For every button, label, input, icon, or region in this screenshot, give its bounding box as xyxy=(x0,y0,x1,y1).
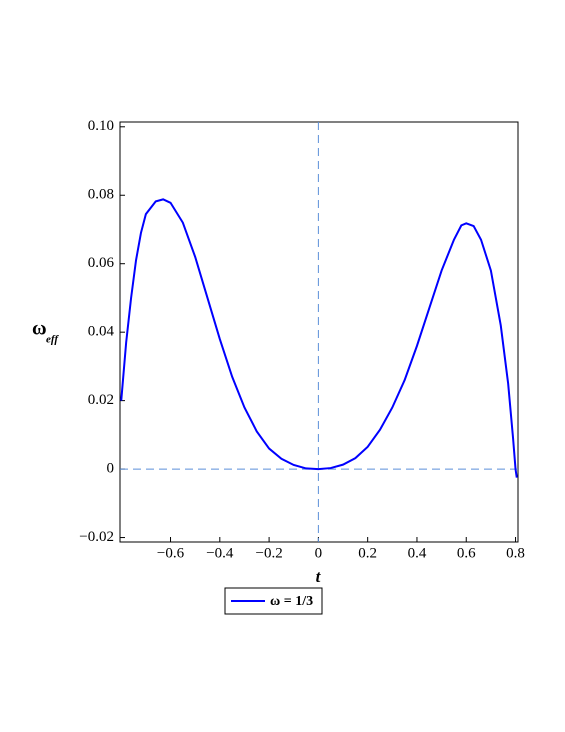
y-tick-label: 0 xyxy=(107,461,115,477)
y-tick-label: 0.10 xyxy=(88,118,114,134)
y-axis-label: ω xyxy=(32,318,47,340)
x-axis-label: t xyxy=(316,567,322,586)
plot-frame xyxy=(119,121,519,543)
x-tick-label: −0.6 xyxy=(157,545,185,561)
y-tick-label: 0.02 xyxy=(88,392,114,408)
data-line xyxy=(120,198,518,478)
y-tick-label: −0.02 xyxy=(79,529,114,545)
y-tick-label: 0.04 xyxy=(88,324,115,340)
y-tick-label: 0.06 xyxy=(88,255,115,271)
x-tick-label: 0.8 xyxy=(506,545,525,561)
y-axis-label-subscript: eff xyxy=(46,334,59,346)
x-tick-label: 0.2 xyxy=(358,545,377,561)
x-tick-label: −0.2 xyxy=(255,545,282,561)
legend-label: ω = 1/3 xyxy=(270,594,313,609)
x-tick-label: −0.4 xyxy=(206,545,234,561)
x-tick-label: 0.4 xyxy=(408,545,427,561)
x-tick-label: 0 xyxy=(315,545,323,561)
y-tick-label: 0.08 xyxy=(88,187,114,203)
x-tick-label: 0.6 xyxy=(457,545,476,561)
